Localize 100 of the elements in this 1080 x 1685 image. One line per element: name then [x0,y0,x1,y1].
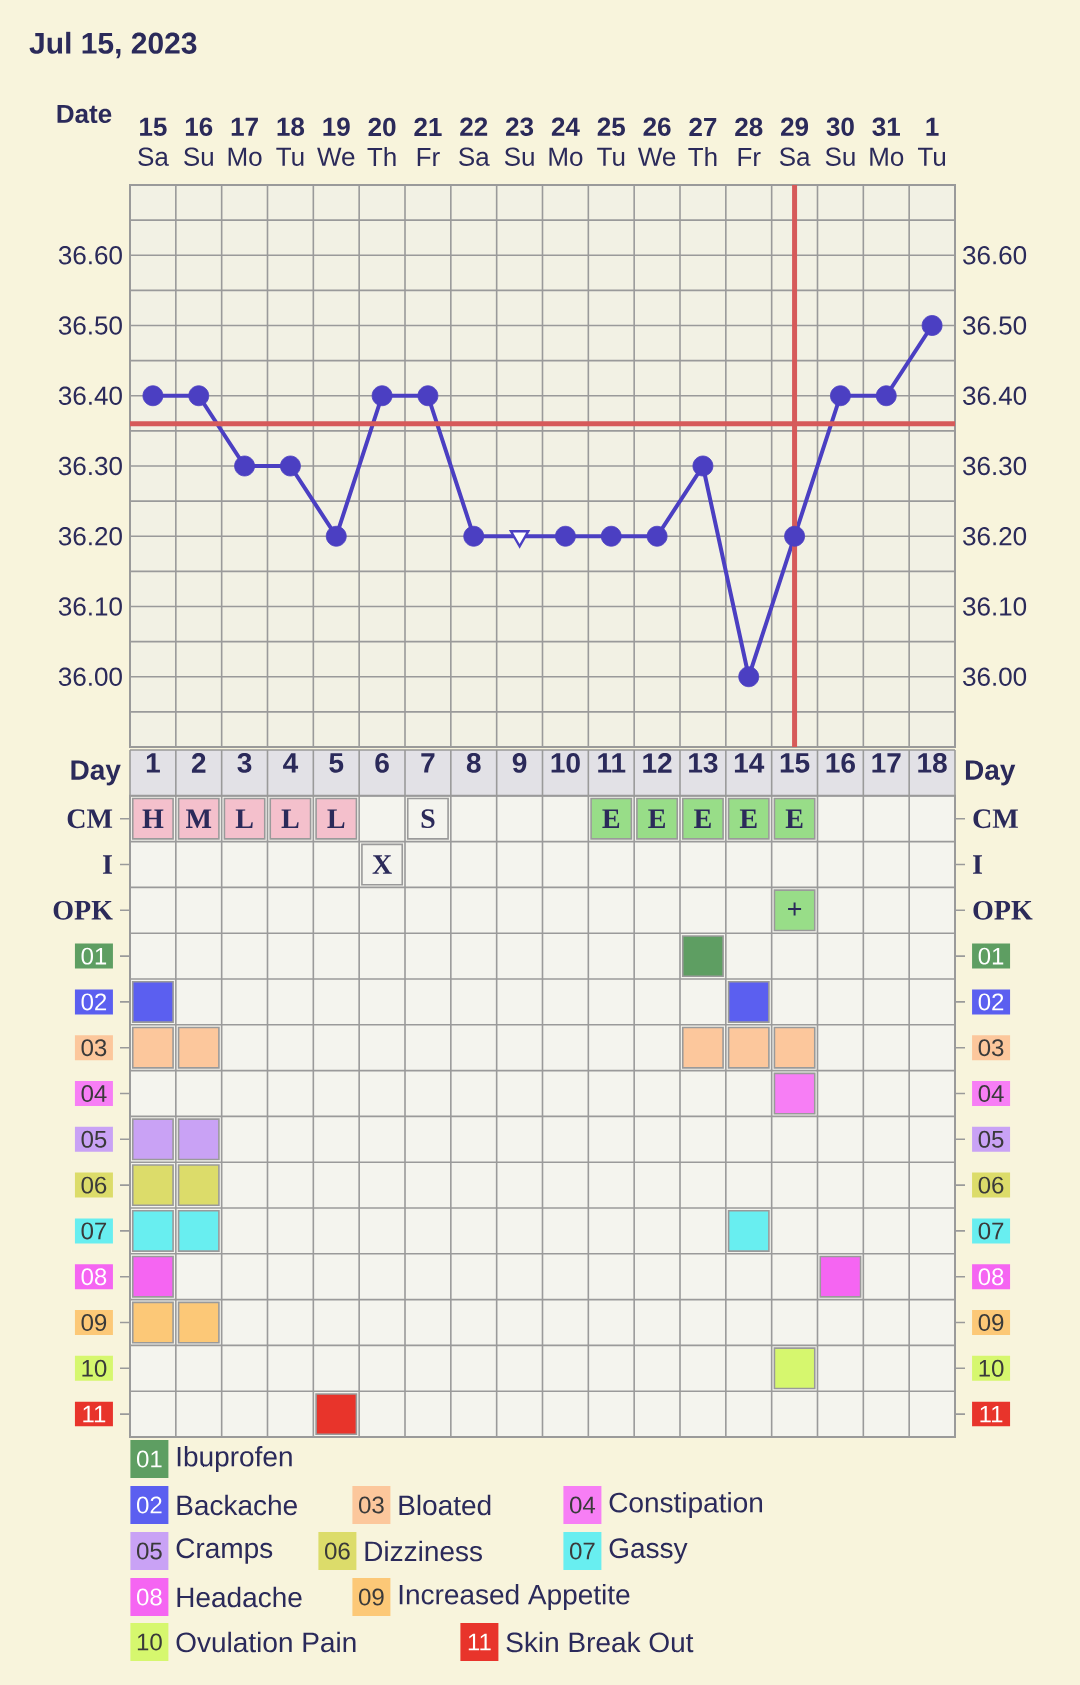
data-label: S [421,809,435,829]
x-tick-label: 13 [689,752,718,773]
data-label: L [235,809,253,828]
point [830,385,851,407]
text: 02 [136,1496,162,1514]
x-tick-label: 27 Th [688,117,717,166]
data-label: E [694,809,711,828]
legend-label: Cramps [176,1538,273,1564]
y-tick-label: 05 [81,1130,107,1148]
x-tick-label: 5 [329,753,344,773]
y2-tick-label: OPK [973,900,1033,920]
data-label: M [186,809,212,828]
y2-tick-label: 36.10 [963,597,1027,616]
y-tick-label: 36.00 [58,667,122,686]
text: 09 [359,1588,384,1606]
legend-label: Ibuprofen [177,1445,292,1473]
y2-tick-label: 36.30 [963,456,1027,476]
x-tick-label: 18 Tu [276,117,305,166]
y-tick-label: 09 [81,1314,107,1331]
x-tick-label: 22 Sa [459,117,490,166]
y2-tick-label: 36.20 [963,527,1027,546]
point [280,455,301,477]
data-label: L [281,809,299,828]
point [600,525,622,547]
text: Day [965,760,1016,786]
y-tick-label: 36.30 [58,456,122,476]
x-tick-label: 7 [421,753,435,773]
data-label: + [788,902,802,916]
y2-tick-label: 08 [978,1268,1004,1286]
y-tick-label: I [102,855,112,874]
point [784,525,805,547]
y2-tick-label: 02 [978,993,1004,1011]
y-tick-label: 02 [81,993,107,1011]
point [692,455,714,477]
legend-label: Gassy [609,1538,688,1564]
y-tick-label: 36.60 [58,246,122,265]
x-tick-label: 9 [512,752,527,773]
data-label: E [602,809,620,828]
text: 04 [570,1496,596,1514]
y-tick-label: OPK [53,900,113,920]
y2-tick-label: 36.50 [963,316,1027,335]
text: 03 [359,1496,384,1514]
x-tick-label: 30 Su [825,117,855,166]
legend-label: Skin Break Out [506,1631,694,1653]
data-label: H [142,809,164,828]
x-tick-label: 8 [466,752,481,773]
x-tick-label: 23 Su [504,117,534,166]
y2-tick-label: 10 [979,1359,1004,1377]
x-tick-label: 12 [643,753,672,773]
point [325,525,347,547]
y2-tick-label: 36.40 [963,386,1027,405]
y-tick-label: 36.10 [58,597,122,616]
text: 07 [570,1542,595,1560]
point [555,525,576,547]
y-tick-label: 36.50 [58,316,122,335]
x-tick-label: 10 [551,752,580,773]
legend-label: Ovulation Pain [176,1631,356,1653]
x-tick-label: 19 We [317,117,355,166]
point [921,315,943,336]
y-tick-label: 07 [81,1222,107,1240]
legend-label: Bloated [399,1494,491,1516]
text: 11 [468,1633,491,1651]
x-tick-label: 26 We [637,117,676,166]
legend-label: Dizziness [365,1540,482,1562]
x-tick-label: 28 Fr [735,117,763,166]
y-tick-label: 04 [81,1085,107,1102]
text: 06 [324,1542,350,1560]
point [738,666,760,688]
y2-tick-label: 11 [980,1405,1003,1423]
y-tick-label: 11 [83,1405,106,1423]
data-label: L [327,809,345,828]
y2-tick-label: 01 [978,947,1004,965]
x-tick-label: 17 Mo [228,117,262,166]
chart-title: Jul 15, 2023 [29,31,197,59]
x-tick-label: 3 [237,752,252,773]
y-tick-label: 36.40 [58,386,122,405]
x-axis-title: Date [57,104,112,124]
point [371,385,393,407]
x-tick-label: 4 [283,753,299,773]
x-tick-label: 20 Th [367,117,396,166]
x-axis-title: Day [71,760,121,786]
x-tick-label: 6 [375,752,389,773]
y-tick-label: CM [67,809,113,829]
data-label: E [785,809,803,828]
x-tick-label: 2 [191,753,206,773]
text: 10 [137,1633,162,1651]
text: 01 [136,1450,162,1468]
data-label: E [648,809,665,828]
x-tick-label: 16 [826,752,855,773]
x-tick-label: 15 [780,753,810,773]
y-tick-label: 08 [81,1268,107,1286]
y2-tick-label: 04 [978,1085,1004,1102]
y2-tick-label: CM [973,809,1018,829]
legend-label: Constipation [609,1491,763,1519]
text: 08 [136,1588,162,1606]
x-tick-label: 1 [146,753,160,773]
y-tick-label: 36.20 [58,527,122,546]
x-tick-label: 11 [598,753,626,773]
x-tick-label: 14 [734,753,765,773]
y2-tick-label: 07 [978,1222,1004,1240]
